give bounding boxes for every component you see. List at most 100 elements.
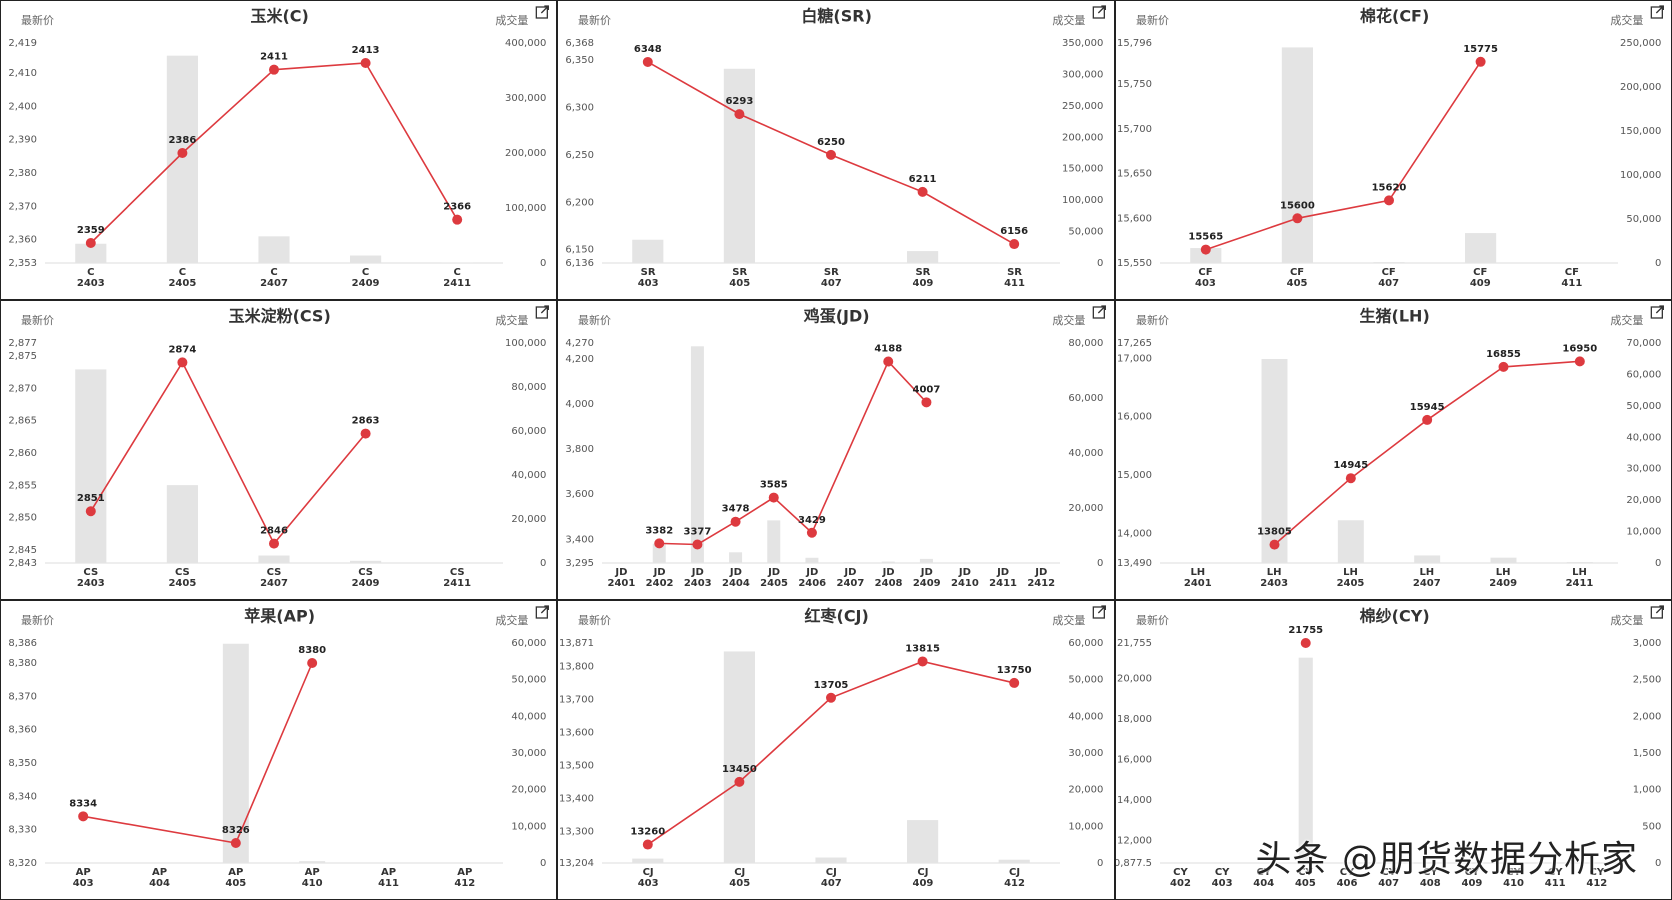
x-tick-label: JD 2411 xyxy=(989,567,1017,589)
y-tick-label: 3,400 xyxy=(566,534,595,545)
y2-tick-label: 30,000 xyxy=(1626,464,1661,475)
data-label: 6348 xyxy=(634,44,662,55)
x-tick-label: JD 2404 xyxy=(721,567,750,589)
data-label: 2386 xyxy=(168,135,196,146)
volume-bar xyxy=(258,236,290,263)
y-axis-label: 最新价 xyxy=(578,13,611,27)
price-line xyxy=(1273,360,1580,546)
y2-tick-label: 40,000 xyxy=(1069,711,1104,722)
data-label: 3478 xyxy=(722,504,750,515)
y-tick-label: 2,870 xyxy=(8,383,37,394)
volume-bar xyxy=(1464,233,1496,263)
price-point xyxy=(1421,414,1432,425)
volume-bar xyxy=(632,858,664,863)
icon-box xyxy=(535,306,548,319)
chart: 鸡蛋(JD) 最新价 成交量 3,295 3,400 3,600 3,800 4,000 4,2… xyxy=(566,305,1107,569)
y-tick-label: 6,136 xyxy=(566,258,595,269)
price-point xyxy=(78,811,89,822)
expand-icon[interactable] xyxy=(1650,605,1664,619)
y-tick-label: 2,850 xyxy=(8,513,37,524)
x-tick-label: LH 2409 xyxy=(1489,567,1518,589)
data-label: 21755 xyxy=(1288,625,1323,636)
chart: 白糖(SR) 最新价 成交量 6,136 6,150 6,200 6,250 6,300 6,3… xyxy=(566,5,1107,269)
y-tick-label: 13,490 xyxy=(1117,558,1152,569)
expand-icon[interactable] xyxy=(1093,605,1107,619)
price-point xyxy=(177,357,188,368)
x-tick-label: CS 2409 xyxy=(351,567,380,589)
y2-tick-label: 10,000 xyxy=(511,821,546,832)
expand-icon[interactable] xyxy=(535,605,549,619)
volume-bar xyxy=(815,262,847,263)
price-point xyxy=(826,692,837,703)
data-label: 3429 xyxy=(798,515,826,526)
expand-icon[interactable] xyxy=(535,5,549,19)
y-tick-label: 18,000 xyxy=(1117,714,1152,725)
y2-tick-label: 200,000 xyxy=(1620,82,1661,93)
icon-arrow xyxy=(1098,605,1107,614)
y2-tick-label: 30,000 xyxy=(1069,748,1104,759)
price-point xyxy=(730,516,741,527)
data-label: 13705 xyxy=(814,680,849,691)
price-point xyxy=(1200,244,1211,255)
x-tick-label: JD 2408 xyxy=(874,567,903,589)
price-point xyxy=(230,838,241,848)
y-tick-label: 21,755 xyxy=(1117,638,1152,649)
chart-title: 白糖(SR) xyxy=(802,7,872,26)
y2-axis-label: 成交量 xyxy=(1053,13,1086,27)
y-tick-label: 2,843 xyxy=(8,558,37,569)
y2-tick-label: 20,000 xyxy=(511,514,546,525)
price-point xyxy=(917,656,928,667)
x-tick-label: AP 405 xyxy=(225,867,247,889)
y-tick-label: 2,390 xyxy=(8,135,37,146)
data-label: 6156 xyxy=(1001,226,1029,237)
x-tick-label: C 2409 xyxy=(351,267,380,289)
price-point xyxy=(769,492,780,503)
data-label: 4007 xyxy=(913,384,941,395)
y-tick-label: 13,400 xyxy=(559,793,594,804)
expand-icon[interactable] xyxy=(1093,305,1107,319)
y-tick-label: 2,860 xyxy=(8,448,37,459)
x-tick-label: SR 403 xyxy=(637,267,659,289)
volume-bar xyxy=(75,369,107,563)
x-tick-label: JD 2405 xyxy=(760,567,788,589)
y-tick-label: 2,855 xyxy=(8,480,37,491)
price-line xyxy=(83,662,313,844)
icon-box xyxy=(1650,6,1663,19)
chart: 红枣(CJ) 最新价 成交量 13,204 13,300 13,400 13,500 13,6… xyxy=(559,605,1107,869)
x-tick-label: CY 405 xyxy=(1294,867,1316,889)
x-tick-label: CF 405 xyxy=(1286,267,1308,289)
price-point xyxy=(360,428,371,439)
x-tick-label: CF 411 xyxy=(1561,267,1583,289)
x-tick-label: CS 2407 xyxy=(260,567,288,589)
x-tick-label: CY 403 xyxy=(1211,867,1233,889)
x-tick-label: LH 2403 xyxy=(1260,567,1289,589)
expand-icon[interactable] xyxy=(1650,305,1664,319)
volume-bar xyxy=(907,820,939,863)
expand-icon[interactable] xyxy=(1650,5,1664,19)
y2-axis-label: 成交量 xyxy=(1053,613,1086,627)
chart-panel: 苹果(AP) 最新价 成交量 8,320 8,330 8,340 8,350 8,360 8,3… xyxy=(0,600,558,900)
y-tick-label: 17,265 xyxy=(1117,338,1152,349)
y2-tick-label: 500 xyxy=(1642,821,1661,832)
icon-arrow xyxy=(540,5,549,14)
chart-panel: 鸡蛋(JD) 最新价 成交量 3,295 3,400 3,600 3,800 4,000 4,2… xyxy=(557,300,1115,600)
volume-bar xyxy=(1189,248,1222,263)
y-tick-label: 15,000 xyxy=(1117,470,1152,481)
y-tick-label: 15,700 xyxy=(1117,124,1152,135)
x-tick-label: CJ 403 xyxy=(637,867,659,889)
data-label: 3382 xyxy=(646,525,674,536)
x-tick-label: JD 2402 xyxy=(645,567,674,589)
y-tick-label: 6,368 xyxy=(566,38,595,49)
y2-tick-label: 40,000 xyxy=(511,711,546,722)
data-label: 15600 xyxy=(1280,200,1315,211)
icon-box xyxy=(1093,306,1106,319)
volume-bar xyxy=(653,543,667,563)
icon-box xyxy=(1650,306,1663,319)
y2-tick-label: 60,000 xyxy=(1069,638,1104,649)
y-tick-label: 2,353 xyxy=(8,258,37,269)
expand-icon[interactable] xyxy=(1093,5,1107,19)
y-tick-label: 8,340 xyxy=(8,791,37,802)
expand-icon[interactable] xyxy=(535,305,549,319)
y-tick-label: 6,200 xyxy=(566,197,595,208)
volume-bar xyxy=(1413,555,1440,563)
